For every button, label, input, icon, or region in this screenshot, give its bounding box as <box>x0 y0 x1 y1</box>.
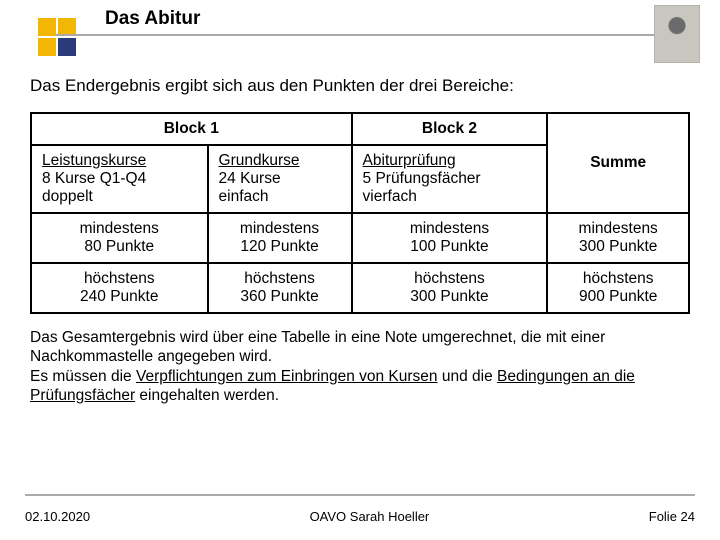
cell-abiturpruefung: Abiturprüfung 5 Prüfungsfächer vierfach <box>352 145 548 213</box>
slide-header: Das Abitur <box>0 0 720 68</box>
cell-text: 120 Punkte <box>240 238 318 255</box>
cell-max: höchstens240 Punkte <box>31 263 208 313</box>
cell-text: 360 Punkte <box>240 288 318 305</box>
cell-text: höchstens <box>414 270 485 287</box>
cell-text: 8 Kurse Q1-Q4 <box>42 170 146 187</box>
outro-text: Das Gesamtergebnis wird über eine Tabell… <box>30 329 605 365</box>
cell-text: einfach <box>219 188 269 205</box>
cell-text: 24 Kurse <box>219 170 281 187</box>
cell-min: mindestens120 Punkte <box>208 213 352 263</box>
cell-text: 240 Punkte <box>80 288 158 305</box>
cell-text: mindestens <box>579 220 658 237</box>
points-table: Block 1 Block 2 Summe Leistungskurse 8 K… <box>30 112 690 314</box>
footer-rule <box>25 494 695 496</box>
cell-text: 300 Punkte <box>410 288 488 305</box>
portrait-image <box>654 5 700 63</box>
cell-label: Abiturprüfung <box>363 152 456 169</box>
cell-text: mindestens <box>240 220 319 237</box>
slide-footer: 02.10.2020 OAVO Sarah Hoeller Folie 24 <box>25 509 695 524</box>
logo-squares-icon <box>38 18 88 68</box>
cell-text: vierfach <box>363 188 417 205</box>
cell-max: höchstens360 Punkte <box>208 263 352 313</box>
head-block2: Block 2 <box>352 113 548 145</box>
cell-text: mindestens <box>410 220 489 237</box>
cell-text: mindestens <box>80 220 159 237</box>
cell-text: 900 Punkte <box>579 288 657 305</box>
header-rule <box>55 34 660 36</box>
head-block1: Block 1 <box>31 113 352 145</box>
footer-center: OAVO Sarah Hoeller <box>310 509 430 524</box>
cell-text: höchstens <box>84 270 155 287</box>
head-summe: Summe <box>547 113 689 213</box>
cell-text: höchstens <box>583 270 654 287</box>
intro-text: Das Endergebnis ergibt sich aus den Punk… <box>30 76 690 96</box>
cell-max: höchstens900 Punkte <box>547 263 689 313</box>
slide-body: Das Endergebnis ergibt sich aus den Punk… <box>0 68 720 406</box>
cell-max: höchstens300 Punkte <box>352 263 548 313</box>
outro-link-text: Verpflichtungen zum Einbringen von Kurse… <box>136 368 438 385</box>
cell-grundkurse: Grundkurse 24 Kurse einfach <box>208 145 352 213</box>
cell-text: 5 Prüfungsfächer <box>363 170 481 187</box>
footer-date: 02.10.2020 <box>25 509 90 524</box>
table-row: höchstens240 Punkte höchstens360 Punkte … <box>31 263 689 313</box>
cell-text: 100 Punkte <box>410 238 488 255</box>
cell-label: Grundkurse <box>219 152 300 169</box>
outro-text: Es müssen die <box>30 368 136 385</box>
footer-page: Folie 24 <box>649 509 695 524</box>
cell-min: mindestens80 Punkte <box>31 213 208 263</box>
slide-title: Das Abitur <box>105 8 720 30</box>
cell-text: doppelt <box>42 188 93 205</box>
cell-leistungskurse: Leistungskurse 8 Kurse Q1-Q4 doppelt <box>31 145 208 213</box>
table-row: mindestens80 Punkte mindestens120 Punkte… <box>31 213 689 263</box>
cell-label: Leistungskurse <box>42 152 146 169</box>
outro-paragraph: Das Gesamtergebnis wird über eine Tabell… <box>30 328 690 406</box>
table-head-row: Block 1 Block 2 Summe <box>31 113 689 145</box>
outro-text: und die <box>438 368 497 385</box>
cell-min: mindestens300 Punkte <box>547 213 689 263</box>
cell-text: 80 Punkte <box>84 238 154 255</box>
outro-text: eingehalten werden. <box>135 387 279 404</box>
cell-text: 300 Punkte <box>579 238 657 255</box>
cell-text: höchstens <box>244 270 315 287</box>
cell-min: mindestens100 Punkte <box>352 213 548 263</box>
